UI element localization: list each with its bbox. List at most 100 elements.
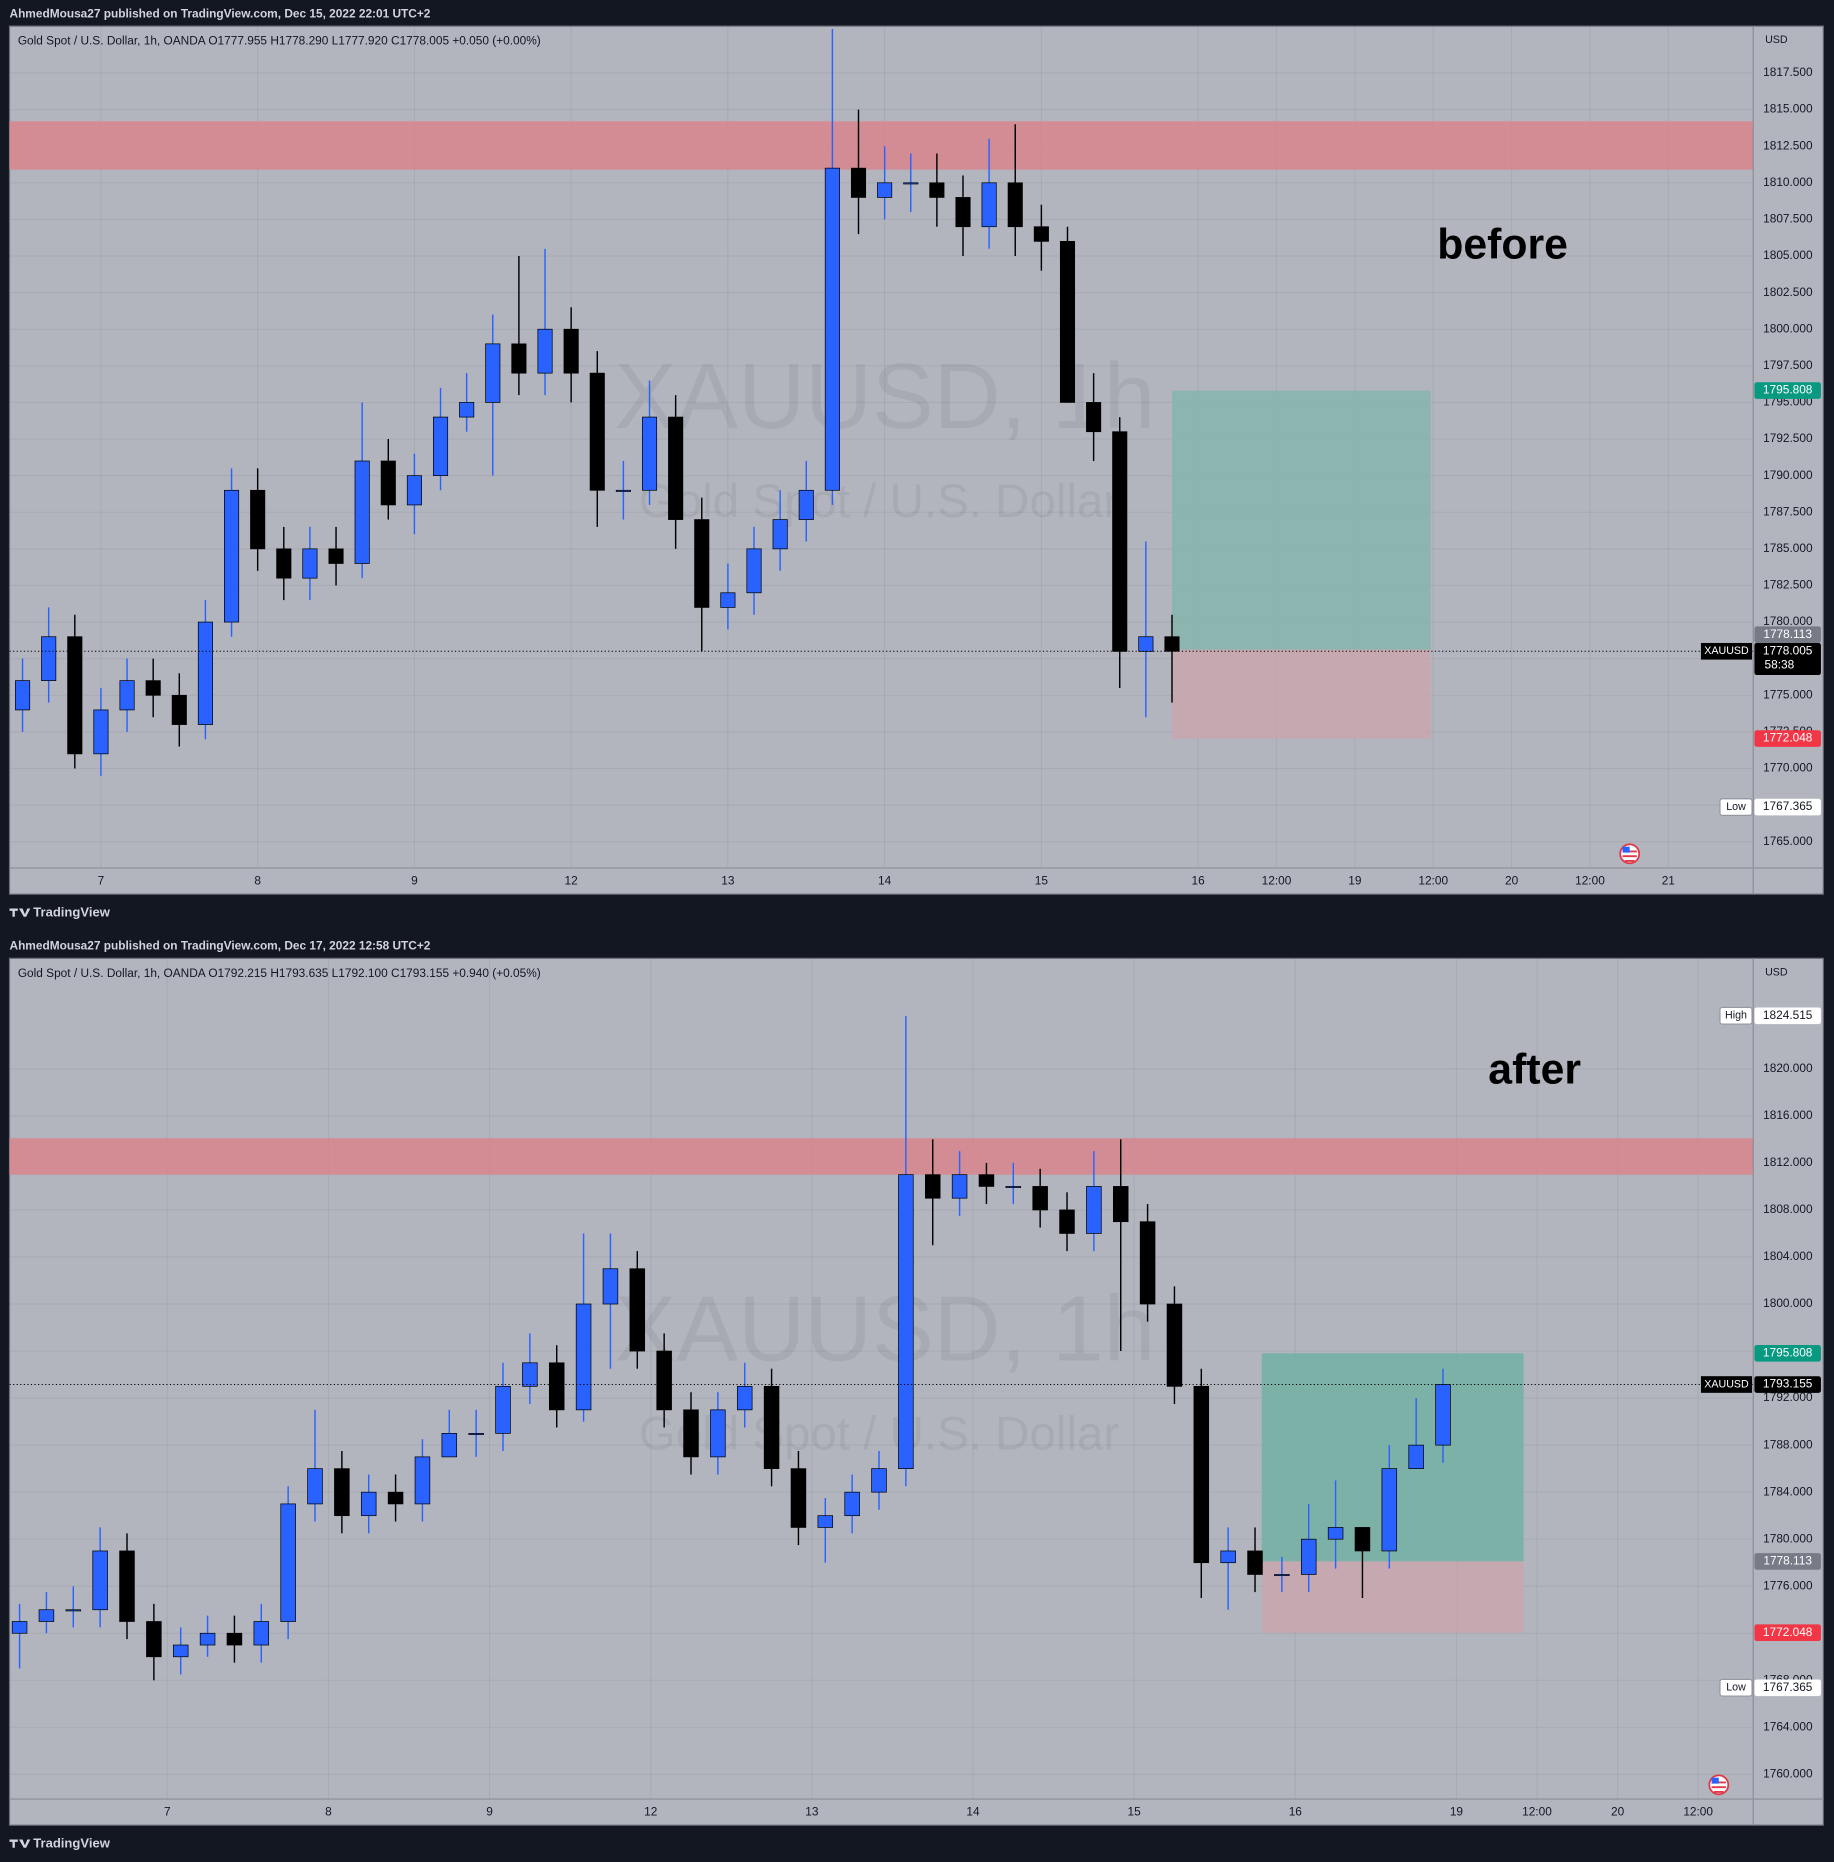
x-tick-label: 13 [721, 873, 735, 887]
entry-price-box [1754, 626, 1821, 643]
candle-body [1139, 1221, 1156, 1305]
y-tick-label: 1812.000 [1763, 1155, 1813, 1169]
y-tick-label: 1784.000 [1763, 1484, 1813, 1498]
candle-body [1381, 1468, 1398, 1552]
y-tick-label: 1765.000 [1763, 834, 1813, 848]
target-price: 1795.808 [1763, 383, 1813, 397]
candle-body [575, 1303, 592, 1411]
candle-body [1138, 636, 1154, 652]
y-tick-label: 1770.000 [1763, 761, 1813, 775]
y-tick-label: 1792.000 [1763, 1390, 1813, 1404]
stop-price-box [1754, 730, 1821, 747]
candle-body [199, 1632, 216, 1646]
candle-body [978, 1174, 995, 1187]
entry-price-box [1754, 1553, 1821, 1570]
stop-price-box [1754, 1624, 1821, 1642]
candle-body [850, 167, 867, 198]
candle-body [668, 416, 684, 520]
y-tick-label: 1776.000 [1763, 1578, 1813, 1592]
resistance-zone [9, 121, 1754, 170]
y-tick-label: 1797.500 [1763, 358, 1813, 372]
candle-body [1086, 402, 1102, 433]
x-tick-label: 13 [805, 1804, 819, 1818]
extreme-tag-box [1719, 798, 1753, 816]
x-tick-label: 20 [1505, 873, 1519, 887]
y-tick-label: 1810.000 [1763, 175, 1813, 189]
x-tick-label: 14 [878, 873, 892, 887]
candle-body [92, 1550, 108, 1611]
y-tick-label: 1812.500 [1763, 138, 1813, 152]
y-tick-label: 1802.500 [1763, 285, 1813, 299]
candle-body [683, 1409, 699, 1458]
y-tick-label: 1792.500 [1763, 431, 1813, 445]
extreme-tag-box [1719, 1678, 1753, 1697]
y-tick-label: 1782.500 [1763, 578, 1813, 592]
publish-caption: AhmedMousa27 published on TradingView.co… [10, 6, 431, 20]
candle-body [334, 1468, 350, 1517]
extreme-price: 1767.365 [1763, 1680, 1813, 1694]
candle-body [224, 489, 240, 623]
candle-body [817, 1515, 834, 1528]
candle-body [798, 489, 814, 520]
extreme-price-box [1754, 798, 1821, 816]
candle-body [720, 592, 736, 608]
footer-brand: TradingView [33, 1836, 110, 1851]
candle-body [772, 519, 788, 550]
candle-body [1247, 1550, 1263, 1575]
candle-body [67, 636, 83, 755]
candle-body [1408, 1444, 1424, 1469]
candle-body [1032, 1186, 1048, 1211]
symbol-tag: XAUUSD [1704, 1378, 1749, 1390]
y-tick-label: 1764.000 [1763, 1719, 1813, 1733]
candle-body [253, 1621, 270, 1646]
symbol-legend: Gold Spot / U.S. Dollar, 1h, OANDA O1777… [18, 34, 541, 48]
chart-panel [8, 25, 1824, 895]
entry-price: 1778.113 [1763, 627, 1812, 641]
candle-body [197, 621, 213, 725]
candle-body [746, 548, 762, 594]
last-price-box [1754, 642, 1821, 676]
candle-body [93, 709, 109, 755]
x-tick-label: 20 [1611, 1804, 1625, 1818]
candle-body [485, 343, 501, 403]
candle-body [1354, 1527, 1371, 1552]
candle-body [354, 460, 370, 564]
currency-label: USD [1765, 34, 1788, 46]
candle-body [511, 343, 527, 374]
candle-body [694, 519, 710, 608]
y-tick-label: 1815.000 [1763, 102, 1813, 116]
extreme-tag: High [1725, 1010, 1747, 1022]
candle-body [844, 1491, 860, 1517]
x-tick-label: 12:00 [1575, 873, 1605, 887]
x-tick-label: 7 [98, 873, 105, 887]
symbol-tag-box [1700, 642, 1753, 660]
candle-body [328, 548, 344, 564]
last-price: 1793.155 [1763, 1377, 1813, 1391]
x-tick-label: 21 [1662, 873, 1676, 887]
target-price-box [1754, 382, 1821, 399]
x-tick-label: 14 [966, 1804, 980, 1818]
entry-price: 1778.113 [1763, 1554, 1812, 1568]
candle-body [302, 548, 318, 579]
currency-label: USD [1765, 966, 1788, 978]
x-tick-label: 12 [644, 1804, 657, 1818]
candle-body [468, 1433, 484, 1435]
flag-canton [1711, 1777, 1719, 1784]
candle-body [629, 1268, 646, 1352]
x-tick-label: 7 [164, 1804, 171, 1818]
y-tick-label: 1820.000 [1763, 1061, 1813, 1075]
extreme-tag: Low [1726, 801, 1746, 813]
y-tick-label: 1775.000 [1763, 687, 1813, 701]
y-tick-label: 1808.000 [1763, 1202, 1813, 1216]
candle-body [615, 489, 631, 492]
y-tick-label: 1800.000 [1763, 1296, 1813, 1310]
candle-body [414, 1456, 431, 1505]
candle-body [951, 1174, 968, 1199]
candle-body [171, 694, 187, 725]
candle-body [495, 1385, 511, 1434]
candle-body [1435, 1384, 1451, 1446]
x-tick-label: 12 [565, 873, 578, 887]
candle-body [1112, 431, 1128, 652]
